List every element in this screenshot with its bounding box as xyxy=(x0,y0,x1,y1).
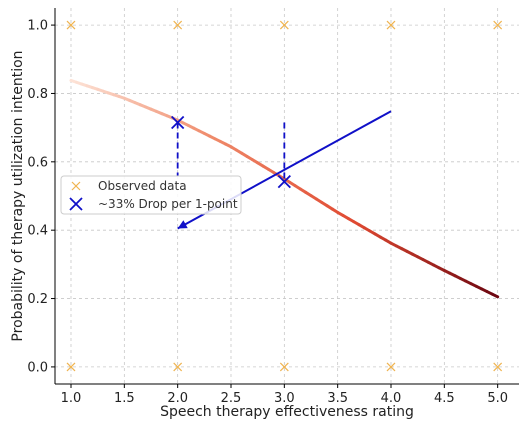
legend: Observed data ~33% Drop per 1-point xyxy=(60,175,242,215)
x-tick-label: 2.0 xyxy=(167,391,188,406)
legend-marker-observed xyxy=(71,181,81,191)
drop-marker xyxy=(171,115,185,130)
x-axis-label: Speech therapy effectiveness rating xyxy=(160,404,414,420)
y-axis-label: Probability of therapy utilization inten… xyxy=(10,50,26,341)
x-tick-label: 2.5 xyxy=(221,391,242,406)
observed-point xyxy=(386,362,396,372)
observed-point xyxy=(279,20,289,30)
y-tick-label: 0.4 xyxy=(27,224,48,239)
legend-marker-drop xyxy=(69,197,83,211)
x-tick-label: 1.0 xyxy=(61,391,82,406)
tick-labels: 1.0 1.5 2.0 2.5 3.0 3.5 4.0 4.5 5.0 0.0 0.2 0.4 0.6 0… xyxy=(27,19,508,406)
drop-marker xyxy=(277,175,291,189)
y-tick-label: 0.6 xyxy=(27,155,48,170)
observed-point xyxy=(279,362,289,372)
x-tick-label: 5.0 xyxy=(487,391,508,406)
observed-point xyxy=(493,20,503,30)
observed-point xyxy=(66,362,76,372)
x-tick-label: 3.5 xyxy=(327,391,348,406)
curve-segment xyxy=(490,292,500,299)
observed-data-points xyxy=(66,20,503,372)
legend-label-observed: Observed data xyxy=(98,179,187,193)
observed-point xyxy=(173,20,183,30)
x-tick-label: 1.5 xyxy=(114,391,135,406)
grid xyxy=(55,8,519,384)
y-tick-label: 0.0 xyxy=(27,360,48,375)
legend-label-drop: ~33% Drop per 1-point xyxy=(98,197,238,211)
axes xyxy=(54,8,519,385)
y-tick-label: 1.0 xyxy=(27,19,48,34)
observed-point xyxy=(66,20,76,30)
trend-arrow-head xyxy=(177,220,188,229)
probability-curve xyxy=(69,78,500,299)
y-tick-label: 0.2 xyxy=(27,292,48,307)
x-tick-label: 4.5 xyxy=(434,391,455,406)
legend-drop-icon xyxy=(69,197,83,211)
x-tick-label: 3.0 xyxy=(274,391,295,406)
legend-observed-icon xyxy=(71,181,81,191)
y-tick-label: 0.8 xyxy=(27,87,48,102)
observed-point xyxy=(386,20,396,30)
x-tick-label: 4.0 xyxy=(381,391,402,406)
observed-point xyxy=(493,362,503,372)
legend-box xyxy=(60,175,242,215)
observed-point xyxy=(173,362,183,372)
